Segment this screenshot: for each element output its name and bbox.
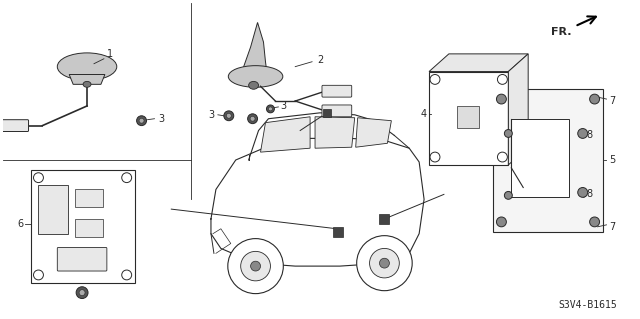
Bar xyxy=(323,109,331,117)
Text: 3: 3 xyxy=(208,110,214,120)
Circle shape xyxy=(578,129,588,138)
Polygon shape xyxy=(356,118,392,147)
Polygon shape xyxy=(508,54,528,165)
FancyBboxPatch shape xyxy=(2,120,29,131)
Text: 8: 8 xyxy=(587,130,593,140)
Circle shape xyxy=(369,249,399,278)
Circle shape xyxy=(33,270,44,280)
Text: 3: 3 xyxy=(280,101,286,111)
Circle shape xyxy=(122,173,132,182)
FancyBboxPatch shape xyxy=(322,85,352,97)
Circle shape xyxy=(250,116,255,121)
Circle shape xyxy=(356,236,412,291)
Circle shape xyxy=(578,188,588,197)
Circle shape xyxy=(139,118,144,123)
Polygon shape xyxy=(493,89,602,232)
Ellipse shape xyxy=(83,81,91,87)
Circle shape xyxy=(136,116,147,126)
Text: 8: 8 xyxy=(587,189,593,199)
Ellipse shape xyxy=(58,53,116,80)
Bar xyxy=(457,106,479,128)
Polygon shape xyxy=(244,22,268,77)
Circle shape xyxy=(227,113,231,118)
Circle shape xyxy=(497,152,508,162)
Circle shape xyxy=(251,261,260,271)
Circle shape xyxy=(224,111,234,121)
Circle shape xyxy=(248,114,257,124)
Polygon shape xyxy=(315,117,355,148)
Text: 7: 7 xyxy=(609,222,616,232)
Bar xyxy=(75,219,103,237)
Bar xyxy=(38,185,68,234)
Polygon shape xyxy=(260,117,310,152)
Circle shape xyxy=(79,290,85,296)
Text: 5: 5 xyxy=(609,155,616,165)
Text: 4: 4 xyxy=(421,109,427,119)
Bar xyxy=(429,71,508,165)
Bar xyxy=(333,227,343,237)
Text: 1: 1 xyxy=(107,49,113,59)
FancyBboxPatch shape xyxy=(322,105,352,117)
Bar xyxy=(31,170,134,283)
Text: FR.: FR. xyxy=(550,27,571,37)
Circle shape xyxy=(430,75,440,84)
Bar xyxy=(75,189,103,207)
FancyBboxPatch shape xyxy=(58,248,107,271)
Circle shape xyxy=(589,94,600,104)
Circle shape xyxy=(380,258,389,268)
Ellipse shape xyxy=(228,66,283,87)
Text: 7: 7 xyxy=(609,96,616,106)
Circle shape xyxy=(589,217,600,227)
Polygon shape xyxy=(69,75,105,84)
Circle shape xyxy=(241,251,271,281)
Bar xyxy=(380,214,389,224)
Circle shape xyxy=(497,75,508,84)
Text: 6: 6 xyxy=(17,219,24,229)
Circle shape xyxy=(122,270,132,280)
Circle shape xyxy=(430,152,440,162)
Text: S3V4-B1615: S3V4-B1615 xyxy=(558,300,617,310)
Text: 2: 2 xyxy=(317,55,323,65)
Ellipse shape xyxy=(248,81,259,89)
Circle shape xyxy=(268,107,273,111)
Bar xyxy=(511,119,569,197)
Polygon shape xyxy=(429,54,528,71)
Circle shape xyxy=(266,105,275,113)
Circle shape xyxy=(504,191,512,199)
Circle shape xyxy=(497,94,506,104)
Text: 3: 3 xyxy=(158,114,164,124)
Circle shape xyxy=(228,239,284,293)
Circle shape xyxy=(504,130,512,137)
Circle shape xyxy=(33,173,44,182)
Circle shape xyxy=(76,287,88,299)
Circle shape xyxy=(497,217,506,227)
